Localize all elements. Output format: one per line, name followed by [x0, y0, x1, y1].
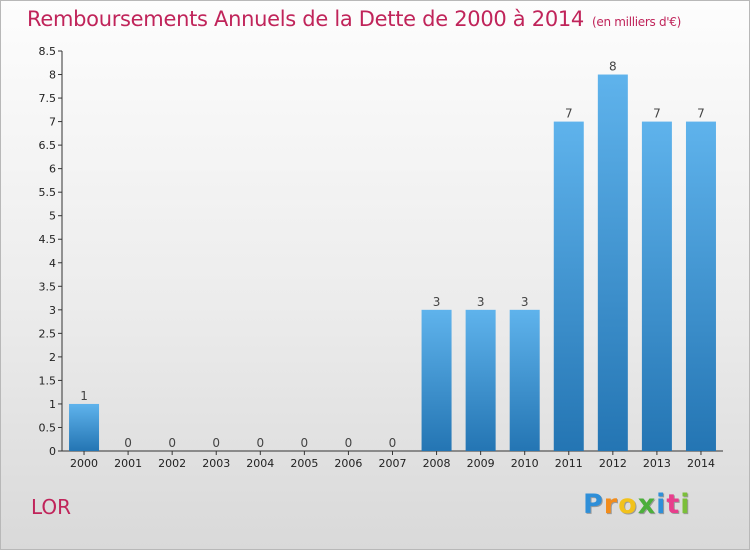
bar-value-label: 3 — [477, 295, 485, 309]
bar-value-label: 7 — [697, 107, 705, 121]
y-tick-label: 8 — [49, 69, 56, 82]
y-tick-label: 3 — [49, 304, 56, 317]
chart-title-text: Remboursements Annuels de la Dette de 20… — [27, 7, 584, 31]
x-tick-label: 2006 — [334, 457, 362, 470]
chart-title: Remboursements Annuels de la Dette de 20… — [27, 7, 681, 31]
y-tick-label: 4.5 — [39, 233, 57, 246]
bar-value-label: 0 — [168, 436, 176, 450]
y-tick-label: 8.5 — [39, 45, 57, 58]
y-tick-label: 0.5 — [39, 421, 57, 434]
bar-value-label: 0 — [389, 436, 397, 450]
bar-value-label: 1 — [80, 389, 88, 403]
bar — [509, 309, 540, 451]
x-tick-label: 2004 — [246, 457, 274, 470]
y-tick-label: 0 — [49, 445, 56, 458]
y-tick-label: 6.5 — [39, 139, 57, 152]
y-tick-label: 6 — [49, 163, 56, 176]
bar-value-label: 0 — [301, 436, 309, 450]
y-tick-label: 1 — [49, 398, 56, 411]
x-tick-label: 2011 — [555, 457, 583, 470]
bar — [553, 121, 584, 452]
bar-value-label: 3 — [433, 295, 441, 309]
x-tick-label: 2008 — [423, 457, 451, 470]
y-tick-label: 7 — [49, 116, 56, 129]
bar-value-label: 0 — [345, 436, 353, 450]
bar-value-label: 7 — [653, 107, 661, 121]
x-tick-label: 2003 — [202, 457, 230, 470]
x-tick-label: 2001 — [114, 457, 142, 470]
logo-letter: x — [637, 489, 657, 520]
y-tick-label: 5 — [49, 210, 56, 223]
logo-letter: r — [603, 489, 619, 520]
x-tick-label: 2014 — [687, 457, 715, 470]
proxiti-logo: Proxiti — [583, 489, 691, 520]
bar-value-label: 0 — [212, 436, 220, 450]
y-tick-label: 2.5 — [39, 327, 57, 340]
bar — [597, 74, 628, 451]
logo-letter: i — [680, 489, 691, 520]
bar — [69, 403, 100, 451]
logo-letter: P — [583, 489, 604, 520]
bar-value-label: 8 — [609, 60, 617, 74]
y-tick-label: 5.5 — [39, 186, 57, 199]
bar — [465, 309, 496, 451]
place-name: LOR — [31, 495, 72, 519]
bar-value-label: 7 — [565, 107, 573, 121]
bar — [685, 121, 716, 452]
x-tick-label: 2007 — [379, 457, 407, 470]
bar — [641, 121, 672, 452]
x-tick-label: 2013 — [643, 457, 671, 470]
bar-value-label: 0 — [256, 436, 264, 450]
y-tick-label: 1.5 — [39, 374, 57, 387]
x-tick-label: 2009 — [467, 457, 495, 470]
logo-letter: o — [618, 489, 638, 520]
y-tick-label: 7.5 — [39, 92, 57, 105]
x-tick-label: 2010 — [511, 457, 539, 470]
chart-unit: (en milliers d'€) — [592, 15, 682, 29]
x-tick-label: 2002 — [158, 457, 186, 470]
x-tick-label: 2000 — [70, 457, 98, 470]
y-tick-label: 3.5 — [39, 280, 57, 293]
bar-value-label: 3 — [521, 295, 529, 309]
logo-letter: t — [666, 489, 681, 520]
y-tick-label: 2 — [49, 351, 56, 364]
x-tick-label: 2005 — [290, 457, 318, 470]
bar-value-label: 0 — [124, 436, 132, 450]
x-tick-label: 2012 — [599, 457, 627, 470]
logo-letter: i — [656, 489, 667, 520]
bar — [421, 309, 452, 451]
y-tick-label: 4 — [49, 257, 56, 270]
